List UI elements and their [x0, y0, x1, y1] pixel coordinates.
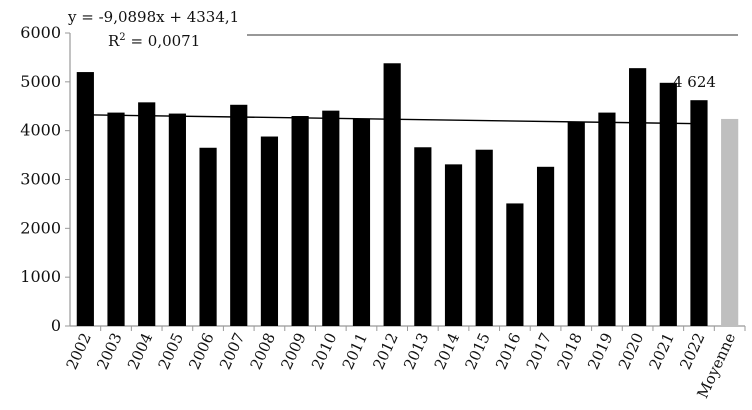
- bar-2003: [107, 112, 125, 327]
- trendline-layer: [85, 114, 699, 125]
- x-tick-label: 2018: [553, 330, 585, 372]
- bar-2009: [291, 116, 309, 327]
- bar-2020: [629, 68, 647, 326]
- bar-2021: [659, 82, 677, 326]
- y-tick-label: 5000: [20, 72, 61, 91]
- bar-2008: [260, 136, 279, 326]
- x-tick-label: 2002: [63, 330, 95, 372]
- bar-2016: [506, 203, 524, 326]
- x-tick-label: 2013: [400, 330, 432, 372]
- bar-2012: [383, 63, 401, 326]
- bar-2014: [444, 164, 463, 326]
- bar-average: [721, 118, 739, 327]
- x-tick-label: 2022: [676, 330, 708, 372]
- x-tick-label: 2004: [124, 330, 156, 372]
- x-tick-label: 2020: [615, 330, 647, 372]
- x-tick-label: 2008: [247, 330, 279, 372]
- y-tick-label: 3000: [20, 170, 61, 189]
- bar-2004: [138, 102, 156, 327]
- x-tick-label: 2003: [93, 330, 125, 372]
- data-label-2022: 4 624: [673, 73, 716, 91]
- bar-2010: [322, 110, 340, 327]
- x-tick-label: 2017: [523, 330, 555, 372]
- x-tick-label: 2005: [155, 330, 187, 372]
- y-tick-label: 6000: [20, 23, 61, 42]
- bars-layer: [76, 63, 739, 327]
- y-tick-label: 0: [51, 316, 61, 335]
- x-tick-label: 2012: [369, 330, 401, 372]
- x-tick-label: 2016: [492, 330, 524, 372]
- bar-2005: [168, 113, 186, 326]
- bar-2013: [414, 147, 432, 326]
- bar-2015: [475, 149, 493, 326]
- y-tick-label: 4000: [20, 121, 61, 140]
- trendline: [85, 114, 699, 125]
- x-tick-label: 2009: [277, 330, 309, 372]
- x-tick-label: 2014: [431, 330, 463, 372]
- bar-2022: [690, 100, 708, 326]
- y-tick-label: 1000: [20, 267, 61, 286]
- x-tick-labels: 2002200320042005200620072008200920102011…: [63, 330, 740, 401]
- bar-2017: [536, 166, 555, 326]
- y-tick-label: 2000: [20, 218, 61, 237]
- x-tick-label: 2010: [308, 330, 340, 372]
- x-tick-label: 2015: [461, 330, 493, 372]
- bar-2002: [76, 72, 94, 326]
- bar-2006: [199, 147, 217, 326]
- y-tick-labels: 0 1000 2000 3000 4000 5000 6000: [20, 23, 61, 335]
- bar-2011: [352, 118, 371, 326]
- r-squared-superscript: 2: [119, 32, 125, 43]
- bar-2007: [230, 104, 248, 326]
- trendline-r-squared: R2 = 0,0071: [108, 32, 200, 50]
- x-tick-label: 2007: [216, 330, 248, 372]
- bar-2019: [598, 112, 616, 327]
- bar-2018: [567, 121, 585, 326]
- x-tick-label: 2006: [185, 330, 217, 372]
- x-tick-label: 2021: [645, 330, 677, 372]
- x-tick-label: 2011: [339, 330, 371, 372]
- trendline-equation: y = -9,0898x + 4334,1: [67, 8, 239, 26]
- x-tick-label: 2019: [584, 330, 616, 372]
